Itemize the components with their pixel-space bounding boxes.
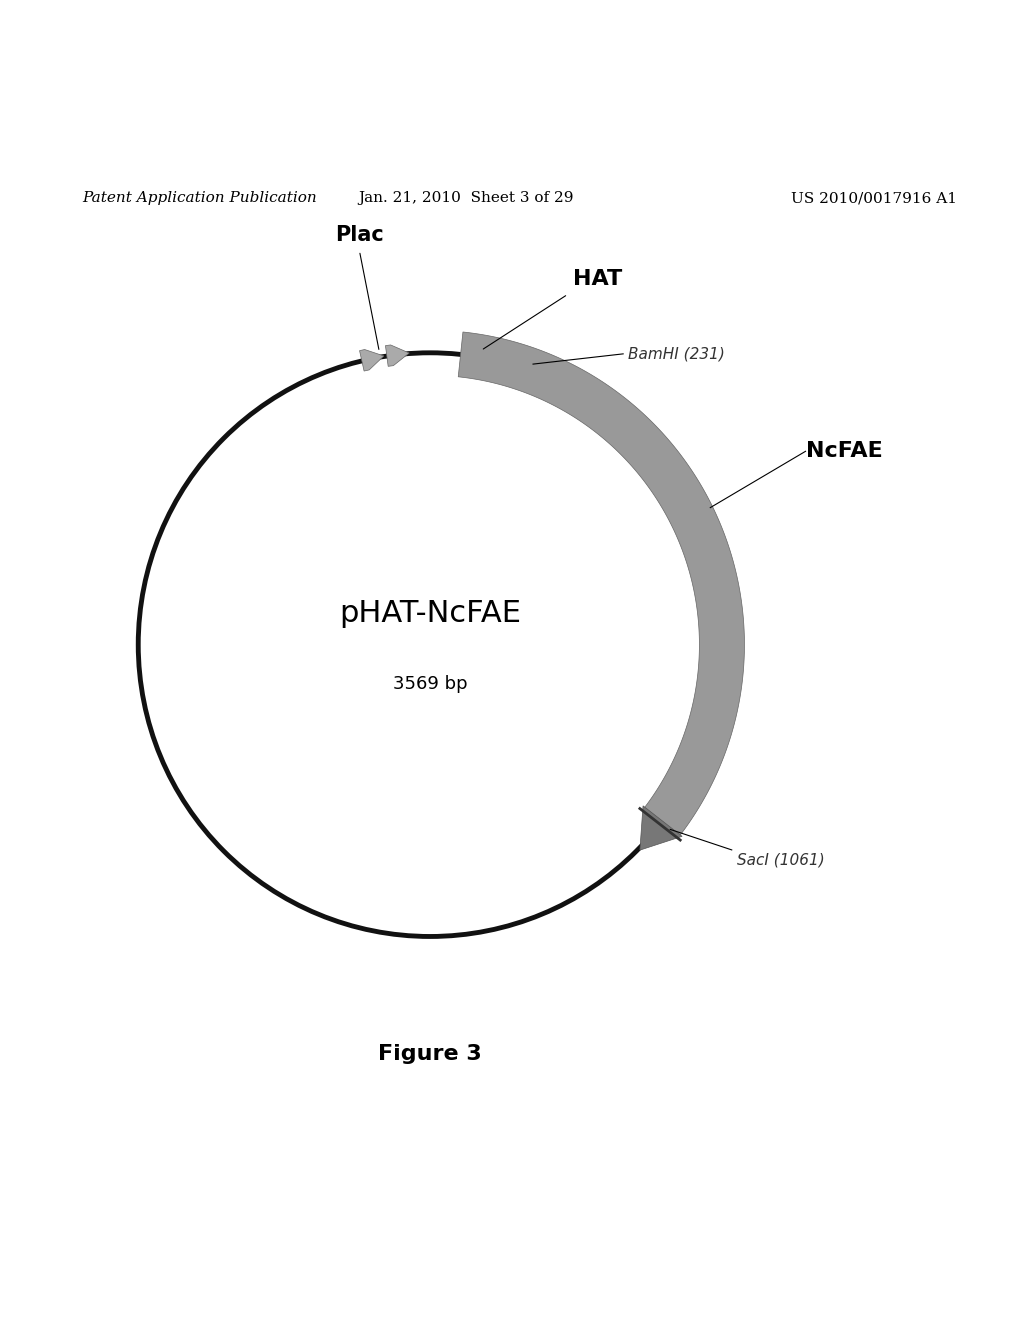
Text: Figure 3: Figure 3 bbox=[378, 1044, 482, 1064]
Text: pHAT-NcFAE: pHAT-NcFAE bbox=[339, 599, 521, 628]
Polygon shape bbox=[385, 345, 410, 367]
Text: BamHI (231): BamHI (231) bbox=[629, 346, 725, 362]
Text: NcFAE: NcFAE bbox=[806, 441, 883, 461]
Text: Jan. 21, 2010  Sheet 3 of 29: Jan. 21, 2010 Sheet 3 of 29 bbox=[358, 191, 573, 205]
Text: 3569 bp: 3569 bp bbox=[393, 675, 467, 693]
Text: SacI (1061): SacI (1061) bbox=[737, 853, 824, 867]
Polygon shape bbox=[458, 333, 744, 838]
Polygon shape bbox=[359, 350, 384, 371]
Text: US 2010/0017916 A1: US 2010/0017916 A1 bbox=[792, 191, 957, 205]
Text: HAT: HAT bbox=[573, 269, 623, 289]
Text: Plac: Plac bbox=[335, 226, 384, 246]
Text: Patent Application Publication: Patent Application Publication bbox=[82, 191, 316, 205]
Polygon shape bbox=[640, 805, 682, 850]
